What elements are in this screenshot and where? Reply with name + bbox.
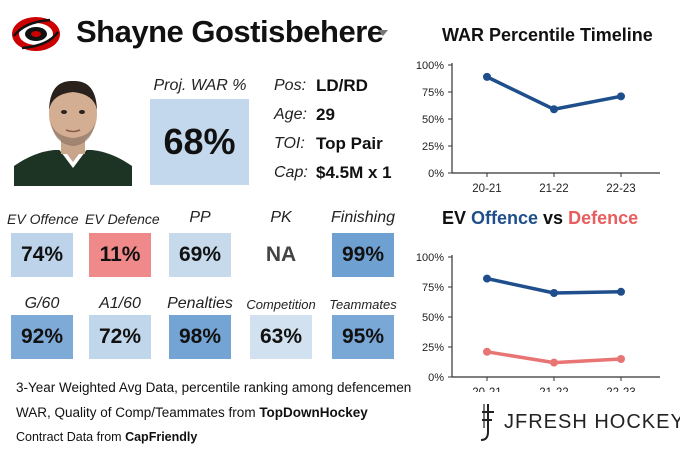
pos-label: Pos: xyxy=(274,77,307,94)
hurricanes-logo-icon xyxy=(12,17,60,51)
chart1-y-tick-label: 50% xyxy=(422,114,444,126)
ev-offence-value: 74% xyxy=(11,233,73,277)
chart2-x-tick-label: 20-21 xyxy=(472,387,501,392)
proj-war-label: Proj. WAR % xyxy=(153,77,247,94)
pos-value: LD/RD xyxy=(316,76,368,95)
topdownhockey-link: TopDownHockey xyxy=(259,405,368,420)
pp-value: 69% xyxy=(169,233,231,277)
chart2-x-tick-label: 21-22 xyxy=(539,387,568,392)
a160-label: A1/60 xyxy=(99,295,141,312)
chart1-series-0-point xyxy=(483,72,491,81)
chart1-y-tick-label: 100% xyxy=(416,60,444,72)
chart2-series-1-point xyxy=(617,355,625,363)
chart1-x-tick-label: 21-22 xyxy=(539,183,568,195)
chevron-down-icon[interactable] xyxy=(378,30,388,36)
chart2-y-tick-label: 75% xyxy=(422,282,444,294)
footer-note: 3-Year Weighted Avg Data, percentile ran… xyxy=(16,380,412,395)
chart1-series-0-point xyxy=(617,92,625,101)
chart2-y-tick-label: 50% xyxy=(422,312,444,324)
g60-label: G/60 xyxy=(24,295,60,312)
chart1-x-tick-label: 22-23 xyxy=(606,183,635,195)
competition-value: 63% xyxy=(250,315,312,359)
chart2-series-0-point xyxy=(617,287,625,296)
footer-source-war-text: WAR, Quality of Comp/Teammates from xyxy=(16,405,260,420)
chart1-series-0-point xyxy=(550,105,558,114)
chart2-series-0-point xyxy=(550,289,558,297)
ev-defence-value: 11% xyxy=(89,233,151,277)
age-label: Age: xyxy=(274,106,307,123)
footer-source-contract: Contract Data from CapFriendly xyxy=(16,430,197,444)
cap-value: $4.5M x 1 xyxy=(316,163,392,182)
penalties-label: Penalties xyxy=(167,295,233,312)
pk-value: NA xyxy=(250,233,312,277)
chart2-title-part-defence: Defence xyxy=(568,208,639,228)
chart2-title-part-vs: vs xyxy=(538,208,569,228)
chart2-y-tick-label: 100% xyxy=(416,252,444,264)
player-headshot-icon xyxy=(14,70,132,186)
chart2-series-0-point xyxy=(483,274,491,283)
ev-offence-defence-chart: 0% 25% 50% 75% 100% 20-21 21-22 22-23 xyxy=(416,252,660,392)
jfresh-logo-icon xyxy=(480,404,494,441)
proj-war-value: 68% xyxy=(150,99,249,185)
war-percentile-chart: 0% 25% 50% 75% 100% 20-21 21-22 22-23 xyxy=(416,60,660,195)
brand-name: JFRESH HOCKEY xyxy=(504,411,680,433)
footer-source-war: WAR, Quality of Comp/Teammates from TopD… xyxy=(16,405,368,420)
toi-label: TOI: xyxy=(274,135,305,152)
finishing-value: 99% xyxy=(332,233,394,277)
teammates-label: Teammates xyxy=(329,297,397,312)
toi-value: Top Pair xyxy=(316,134,383,153)
pk-label: PK xyxy=(270,209,292,226)
chart1-title: WAR Percentile Timeline xyxy=(442,25,653,45)
chart2-x-tick-label: 22-23 xyxy=(606,387,635,392)
ev-defence-label: EV Defence xyxy=(85,211,160,227)
chart1-y-tick-label: 75% xyxy=(422,87,444,99)
footer-source-contract-text: Contract Data from xyxy=(16,430,126,444)
g60-value: 92% xyxy=(11,315,73,359)
chart1-series-0-line xyxy=(486,75,622,112)
chart2-series-1-point xyxy=(483,347,491,356)
ev-offence-label: EV Offence xyxy=(7,211,79,227)
chart2-y-tick-label: 0% xyxy=(428,372,444,384)
teammates-value: 95% xyxy=(332,315,394,359)
finishing-label: Finishing xyxy=(330,209,396,226)
chart1-y-tick-label: 0% xyxy=(428,168,444,180)
a160-value: 72% xyxy=(89,315,151,359)
chart2-title-part-offence: Offence xyxy=(471,208,539,228)
chart2-series-1-point xyxy=(550,358,558,367)
pp-label: PP xyxy=(189,209,211,226)
penalties-value: 98% xyxy=(169,315,231,359)
cap-label: Cap: xyxy=(274,164,308,181)
chart2-y-tick-label: 25% xyxy=(422,342,444,354)
chart1-x-tick-label: 20-21 xyxy=(472,183,501,195)
chart2-title: EV Offence vs Defence xyxy=(442,208,638,229)
age-value: 29 xyxy=(316,105,335,124)
chart2-title-part-ev: EV xyxy=(442,208,472,228)
capfriendly-link: CapFriendly xyxy=(125,430,198,444)
chart1-y-tick-label: 25% xyxy=(422,141,444,153)
player-name: Shayne Gostisbehere xyxy=(76,14,384,49)
competition-label: Competition xyxy=(246,297,316,312)
